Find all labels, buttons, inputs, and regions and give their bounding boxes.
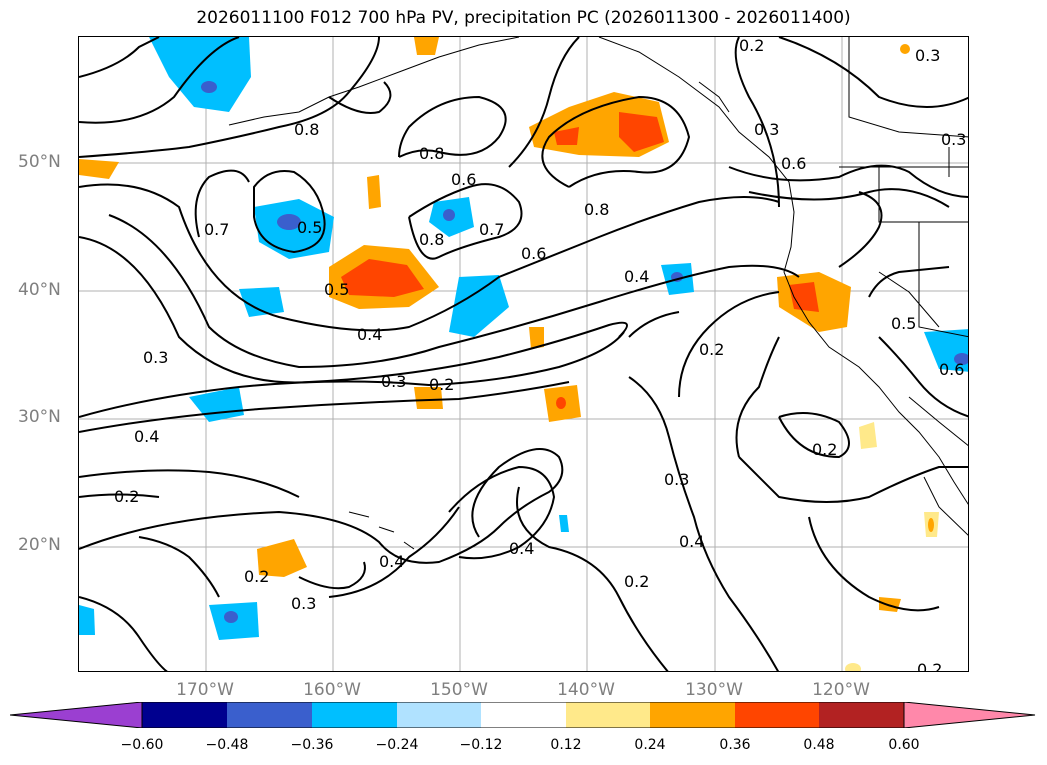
precip-shading — [79, 37, 968, 671]
contour-label: 0.4 — [357, 325, 382, 344]
contour-label: 0.4 — [379, 552, 404, 571]
lat-label-40n: 40°N — [18, 280, 61, 300]
contour-label: 0.3 — [143, 348, 168, 367]
lat-label-50n: 50°N — [18, 152, 61, 172]
map-panel: 0.8 0.6 0.8 0.8 0.7 0.5 0.8 0.7 0.6 0.4 … — [78, 36, 969, 672]
contour-label: 0.5 — [891, 314, 916, 333]
lat-label-30n: 30°N — [18, 407, 61, 427]
pv-contours — [79, 37, 968, 671]
contour-label: 0.3 — [291, 594, 316, 613]
contour-label: 0.4 — [624, 267, 649, 286]
contour-label: 0.8 — [419, 230, 444, 249]
colorbar-tick: 0.60 — [888, 737, 920, 753]
graticule — [79, 37, 968, 671]
contour-label: 0.8 — [584, 200, 609, 219]
lon-label-130w: 130°W — [685, 680, 743, 700]
lon-label-160w: 160°W — [303, 680, 361, 700]
lon-label-140w: 140°W — [557, 680, 615, 700]
contour-label: 0.2 — [429, 375, 454, 394]
contour-label: 0.4 — [134, 427, 159, 446]
lon-label-170w: 170°W — [176, 680, 234, 700]
map-title: 2026011100 F012 700 hPa PV, precipitatio… — [196, 8, 851, 28]
contour-label: 0.6 — [781, 154, 806, 173]
colorbar-tick: −0.24 — [375, 737, 419, 753]
lon-label-120w: 120°W — [812, 680, 870, 700]
colorbar-tick: 0.12 — [550, 737, 582, 753]
contour-label: 0.2 — [812, 440, 837, 459]
colorbar-tick: 0.36 — [719, 737, 751, 753]
contour-label: 0.2 — [114, 487, 139, 506]
lon-label-150w: 150°W — [430, 680, 488, 700]
colorbar — [10, 702, 1036, 728]
contour-label: 0.3 — [754, 120, 779, 139]
contour-label: 0.7 — [479, 220, 504, 239]
contour-label: 0.3 — [915, 46, 940, 65]
contour-label: 0.6 — [451, 170, 476, 189]
contour-label: 0.3 — [381, 372, 406, 391]
contour-label: 0.3 — [941, 130, 966, 149]
contour-label: 0.2 — [624, 572, 649, 591]
contour-label: 0.2 — [699, 340, 724, 359]
colorbar-tick: −0.60 — [120, 737, 164, 753]
colorbar-tick: 0.24 — [634, 737, 666, 753]
contour-label: 0.7 — [204, 220, 229, 239]
contour-label: 0.2 — [244, 567, 269, 586]
contour-label: 0.8 — [419, 144, 444, 163]
colorbar-tick: 0.48 — [803, 737, 835, 753]
colorbar-tick: −0.12 — [459, 737, 503, 753]
contour-label: 0.6 — [521, 244, 546, 263]
map-canvas: 0.8 0.6 0.8 0.8 0.7 0.5 0.8 0.7 0.6 0.4 … — [79, 37, 968, 672]
colorbar-tick: −0.48 — [205, 737, 249, 753]
contour-label: 0.2 — [739, 37, 764, 55]
contour-label: 0.5 — [324, 280, 349, 299]
contour-label: 0.2 — [917, 660, 942, 672]
contour-label: 0.6 — [939, 360, 964, 379]
contour-labels: 0.8 0.6 0.8 0.8 0.7 0.5 0.8 0.7 0.6 0.4 … — [114, 37, 966, 672]
contour-label: 0.4 — [679, 532, 704, 551]
contour-label: 0.5 — [297, 218, 322, 237]
coastlines — [228, 37, 968, 550]
contour-label: 0.4 — [509, 539, 534, 558]
lat-label-20n: 20°N — [18, 535, 61, 555]
colorbar-tick: −0.36 — [290, 737, 334, 753]
contour-label: 0.8 — [294, 120, 319, 139]
contour-label: 0.3 — [664, 470, 689, 489]
